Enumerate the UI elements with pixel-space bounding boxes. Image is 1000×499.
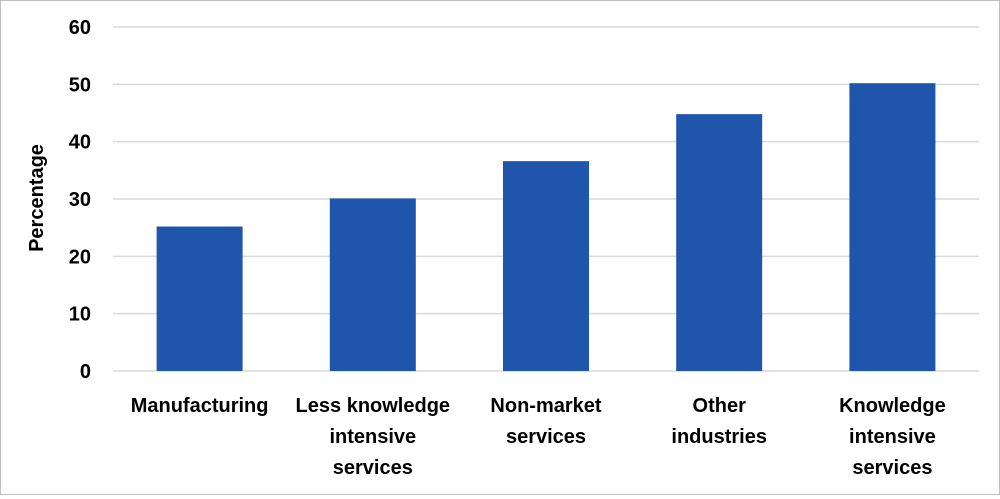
x-tick-label: services bbox=[333, 457, 413, 479]
x-tick-label: Non-market bbox=[490, 395, 601, 417]
x-axis-ticks: Manufacturing Less knowledge intensive serv… bbox=[131, 395, 946, 479]
bar bbox=[503, 161, 589, 371]
y-tick-label: 10 bbox=[69, 304, 91, 326]
y-tick-label: 40 bbox=[69, 132, 91, 154]
bar bbox=[676, 114, 763, 371]
bar bbox=[849, 83, 936, 371]
y-tick-label: 30 bbox=[69, 189, 91, 211]
x-tick-label: services bbox=[852, 457, 932, 479]
y-axis-label: Percentage bbox=[26, 144, 48, 252]
x-tick-label: Knowledge bbox=[839, 395, 946, 417]
y-axis-ticks: 0 10 20 30 40 50 60 bbox=[69, 17, 91, 383]
y-tick-label: 60 bbox=[69, 17, 91, 39]
y-tick-label: 20 bbox=[69, 246, 91, 268]
bar bbox=[329, 198, 416, 371]
bars bbox=[156, 83, 936, 371]
y-tick-label: 0 bbox=[80, 361, 91, 383]
bar bbox=[156, 226, 243, 371]
x-tick-label: services bbox=[506, 426, 586, 448]
x-tick-label: industries bbox=[671, 426, 767, 448]
x-tick-label: intensive bbox=[329, 426, 416, 448]
x-tick-label: Manufacturing bbox=[131, 395, 269, 417]
x-tick-label: Other bbox=[693, 395, 747, 417]
y-tick-label: 50 bbox=[69, 74, 91, 96]
x-tick-label: intensive bbox=[849, 426, 936, 448]
x-tick-label: Less knowledge bbox=[296, 395, 451, 417]
